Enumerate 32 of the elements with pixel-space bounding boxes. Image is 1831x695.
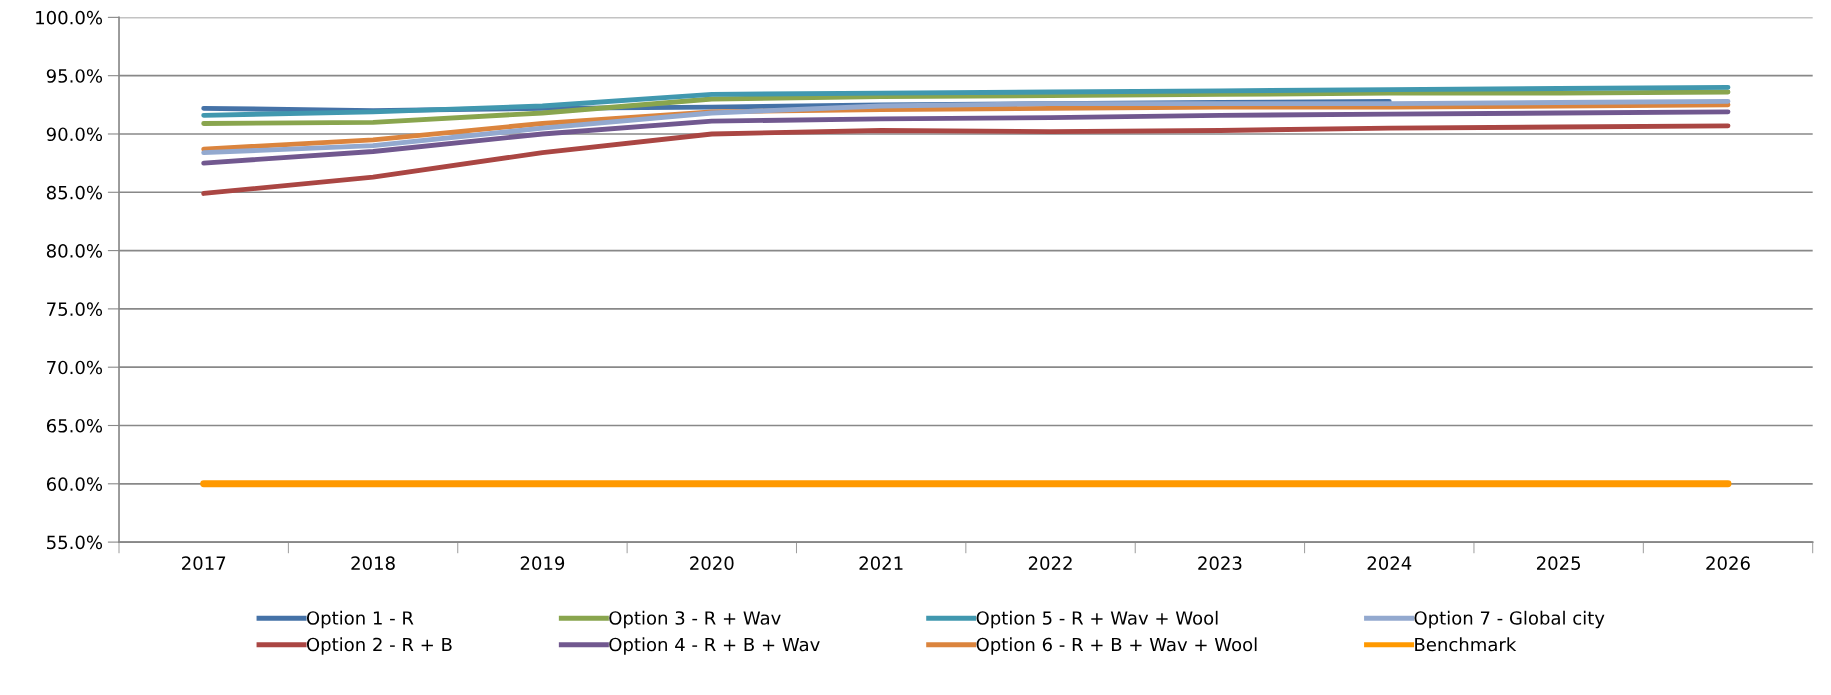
line-series [201, 84, 1731, 118]
legend-label: Option 5 - R + Wav + Wool [976, 610, 1218, 629]
x-tick-label: 2026 [1706, 556, 1750, 570]
line-series [201, 89, 1731, 126]
legend-label: Option 7 - Global city [1414, 610, 1605, 629]
x-tick-label: 2023 [1198, 556, 1242, 570]
legend-label: Option 3 - R + Wav [609, 610, 781, 629]
x-tick-label: 2020 [690, 556, 734, 570]
y-tick-label: 100.0% [36, 10, 103, 25]
x-tick-label: 2022 [1028, 556, 1072, 570]
y-tick-label: 75.0% [47, 302, 103, 317]
y-tick-label: 65.0% [46, 418, 103, 433]
y-tick-label: 60.0% [46, 477, 103, 491]
y-tick-label: 95.0% [46, 69, 103, 83]
y-tick-label: 80.0% [46, 244, 103, 258]
legend-label: Benchmark [1415, 637, 1517, 652]
x-tick-label: 2019 [520, 556, 565, 570]
x-tick-label: 2018 [351, 556, 395, 570]
legend-label: Option 1 - R [306, 610, 414, 629]
y-tick-label: 55.0% [47, 535, 103, 550]
x-tick-label: 2024 [1367, 556, 1412, 570]
line-series [201, 109, 1731, 166]
line-series [201, 123, 1731, 196]
y-tick-label: 85.0% [46, 185, 103, 200]
x-tick-label: 2021 [859, 556, 903, 570]
y-tick-label: 70.0% [47, 360, 103, 375]
y-tick-label: 90.0% [46, 127, 103, 142]
x-tick-label: 2025 [1536, 556, 1581, 570]
legend-label: Option 6 - R + B + Wav + Wool [976, 637, 1257, 655]
legend-label: Option 4 - R + B + Wav [609, 637, 820, 655]
x-tick-label: 2017 [182, 556, 226, 570]
legend-label: Option 2 - R + B [306, 637, 452, 655]
